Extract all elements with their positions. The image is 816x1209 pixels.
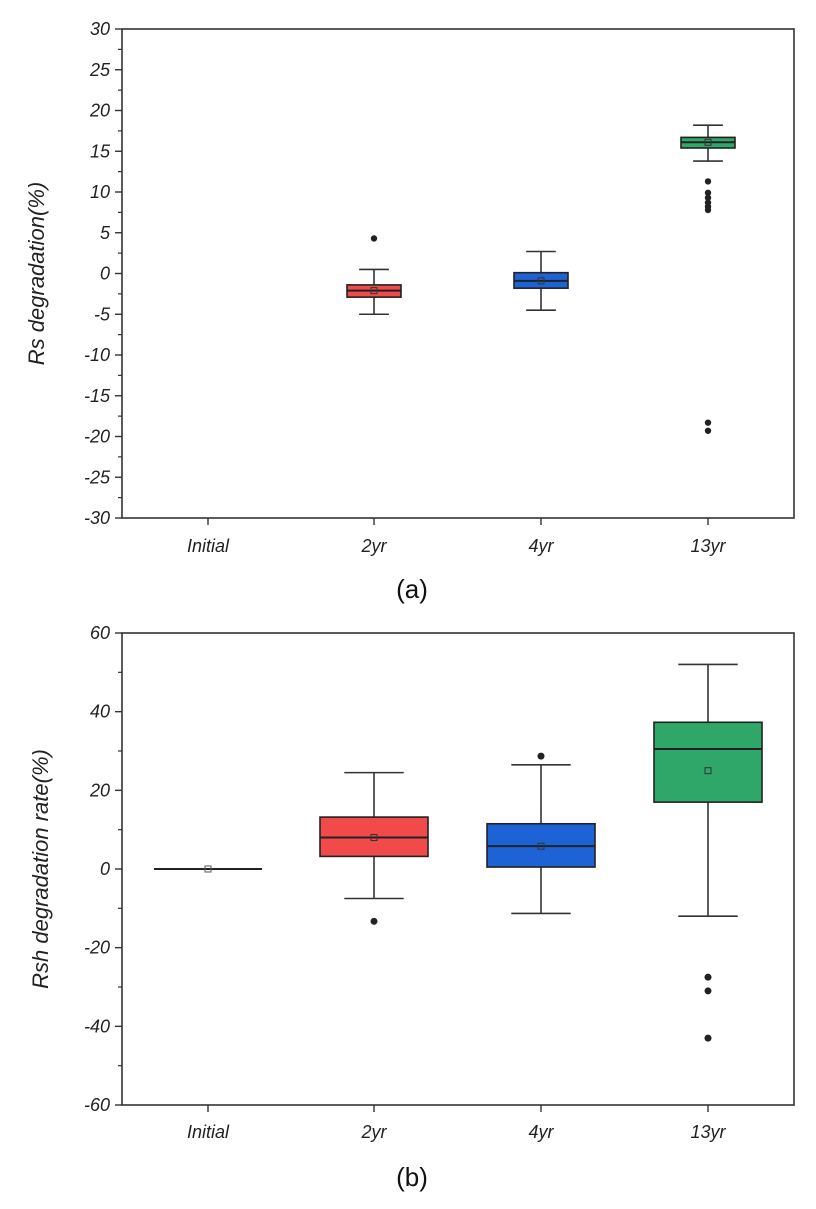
panel-label: (b): [396, 1162, 428, 1192]
x-tick-label-13yr: 13yr: [690, 536, 726, 556]
panel-label: (a): [396, 574, 428, 604]
y-tick-label: 20: [89, 780, 110, 800]
x-tick-label-4yr: 4yr: [528, 536, 554, 556]
y-tick-label: 15: [90, 141, 111, 161]
y-tick-label: -15: [84, 386, 111, 406]
y-tick-label: 0: [100, 264, 110, 284]
y-tick-label: 60: [90, 623, 110, 643]
y-axis-title: Rs degradation(%): [24, 182, 49, 365]
outlier-point-2yr: [370, 917, 378, 925]
outlier-point-13yr: [704, 973, 712, 981]
y-tick-label: -5: [94, 304, 111, 324]
panel-b: 60 40 20 0 -20 -40 -60 Initial 2yr 4yr 13yr Rsh deg…: [28, 623, 795, 1192]
mean-marker-2yr: [370, 834, 378, 842]
outlier-point-13yr: [704, 194, 712, 201]
box-13yr: [653, 721, 763, 803]
x-tick-label-4yr: 4yr: [528, 1122, 554, 1142]
y-tick-label: -60: [84, 1095, 110, 1115]
y-tick-label: 30: [90, 19, 110, 39]
y-tick-label: 25: [89, 60, 111, 80]
mean-marker-initial: [204, 865, 212, 873]
x-tick-label-2yr: 2yr: [360, 536, 387, 556]
outlier-point-4yr: [537, 752, 545, 760]
outlier-point-13yr: [704, 206, 712, 214]
y-tick-label: -25: [84, 467, 111, 487]
y-tick-label: 5: [100, 223, 111, 243]
y-tick-label: 20: [89, 101, 110, 121]
y-tick-label: 10: [90, 182, 110, 202]
mean-marker-2yr: [370, 287, 378, 295]
y-tick-label: 0: [100, 859, 110, 879]
x-tick-label-2yr: 2yr: [360, 1122, 387, 1142]
y-tick-label: -30: [84, 508, 110, 528]
panel-a: 30 25 20 15 10 5 0 -5 -10 -15 -20 -25 -30 Initial 2yr 4…: [24, 19, 795, 604]
x-tick-label-initial: Initial: [187, 536, 230, 556]
y-axis-title: Rsh degradation rate(%): [28, 749, 53, 989]
outlier-point-13yr: [704, 178, 712, 185]
outlier-point-13yr: [704, 427, 712, 434]
mean-marker-4yr: [537, 277, 545, 285]
mean-marker-4yr: [537, 842, 545, 850]
x-tick-label-initial: Initial: [187, 1122, 230, 1142]
mean-marker-13yr: [704, 767, 712, 775]
y-tick-label: -20: [84, 938, 110, 958]
x-tick-label-13yr: 13yr: [690, 1122, 726, 1142]
plot-frame: [121, 28, 795, 519]
y-tick-label: -10: [84, 345, 110, 365]
y-tick-label: 40: [90, 702, 110, 722]
outlier-point-2yr: [370, 235, 378, 242]
mean-marker-13yr: [704, 138, 712, 146]
y-tick-label: -20: [84, 427, 110, 447]
outlier-point-13yr: [704, 987, 712, 995]
outlier-point-13yr: [704, 189, 712, 197]
outlier-point-13yr: [704, 1034, 712, 1042]
outlier-point-13yr: [704, 419, 712, 426]
y-tick-label: -40: [84, 1016, 110, 1036]
